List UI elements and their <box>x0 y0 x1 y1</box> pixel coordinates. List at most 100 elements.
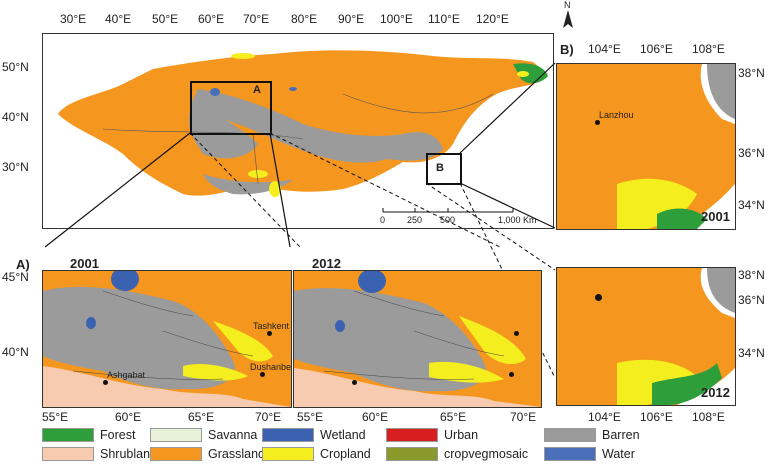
north-arrow: N <box>560 0 576 28</box>
legend-label: Urban <box>444 428 479 442</box>
legend-label: Shrubland <box>100 447 157 461</box>
dushanbe-marker <box>260 372 265 377</box>
a-2012-lon-tick-3: 70°E <box>510 410 537 424</box>
tashkent-marker-2012 <box>514 331 519 336</box>
panel-b-year-2001: 2001 <box>701 209 730 224</box>
scale-label-1000: 1,000 Km <box>498 215 537 225</box>
a-2012-lon-tick-1: 60°E <box>362 410 389 424</box>
b-top-lon-tick-1: 106°E <box>640 42 673 56</box>
panel-b-2012-map: 2012 <box>556 267 736 406</box>
tashkent-label: Tashkent <box>253 321 290 331</box>
ashgabat-marker-2012 <box>352 380 357 385</box>
lon-tick-3: 60°E <box>198 12 225 26</box>
tashkent-marker <box>267 331 272 336</box>
lanzhou-marker-2001 <box>595 120 600 125</box>
b-bottom-lon-tick-2: 108°E <box>692 410 725 424</box>
b-bottom-lon-tick-1: 106°E <box>640 410 673 424</box>
lat-tick-2: 30°N <box>2 160 29 174</box>
legend-swatch <box>42 447 94 461</box>
panel-b-2001-map: Lanzhou 2001 <box>556 63 736 230</box>
legend-label: Forest <box>100 428 136 442</box>
legend-label: Savanna <box>208 428 258 442</box>
legend-label: Cropland <box>320 447 371 461</box>
legend-item-grassland: Grassland <box>150 447 265 461</box>
land-cover-legend: Forest Savanna Wetland Urban Barren Shrubland… <box>42 428 772 464</box>
panel-b-2001-canvas <box>557 64 735 229</box>
lon-tick-7: 100°E <box>380 12 413 26</box>
box-a-label: A <box>253 84 261 96</box>
panel-a-label: A) <box>16 257 30 272</box>
a-2012-lon-tick-0: 55°E <box>297 410 324 424</box>
panel-a-2001-map: Tashkent Dushanbe Ashgabat <box>42 270 292 408</box>
legend-swatch <box>544 447 596 461</box>
main-map-canvas <box>58 50 548 213</box>
scale-label-250: 250 <box>407 215 423 225</box>
legend-label: Water <box>602 447 635 461</box>
panel-a-2012-canvas <box>294 271 541 407</box>
legend-label: Wetland <box>320 428 366 442</box>
lon-tick-8: 110°E <box>428 12 460 26</box>
lon-tick-0: 30°E <box>60 12 87 26</box>
legend-item-cropvegmosaic: cropvegmosaic <box>386 447 528 461</box>
legend-label: cropvegmosaic <box>444 447 529 461</box>
lon-tick-2: 50°E <box>152 12 179 26</box>
dushanbe-marker-2012 <box>509 372 514 377</box>
box-b-label: B <box>436 162 444 174</box>
lon-tick-4: 70°E <box>243 12 270 26</box>
panel-b-label: B) <box>560 42 574 57</box>
lon-tick-6: 90°E <box>338 12 365 26</box>
legend-item-barren: Barren <box>544 428 640 442</box>
legend-item-urban: Urban <box>386 428 478 442</box>
a-2001-lon-tick-2: 65°E <box>188 410 215 424</box>
legend-item-wetland: Wetland <box>262 428 366 442</box>
b-top-lon-tick-0: 104°E <box>588 42 621 56</box>
legend-swatch <box>150 447 202 461</box>
ashgabat-marker <box>103 380 108 385</box>
a-lat-tick-1: 40°N <box>2 345 29 359</box>
a-lat-tick-0: 45°N <box>2 270 29 284</box>
dushanbe-label: Dushanbe <box>250 362 292 372</box>
a-2001-lon-tick-0: 55°E <box>42 410 69 424</box>
legend-swatch <box>262 447 314 461</box>
panel-a-2001-canvas <box>43 271 291 407</box>
panel-b-2012-canvas <box>557 268 735 405</box>
b-2012-lat-tick-1: 36°N <box>738 293 765 307</box>
lanzhou-marker-2012 <box>595 294 602 301</box>
panel-b-year-2012: 2012 <box>701 385 730 400</box>
legend-label: Grassland <box>208 447 265 461</box>
a-2012-lon-tick-2: 65°E <box>440 410 467 424</box>
legend-swatch <box>386 428 438 442</box>
panel-a-year-2001: 2001 <box>70 256 99 271</box>
b-2012-lat-tick-0: 38°N <box>738 268 765 282</box>
lon-tick-9: 120°E <box>476 12 509 26</box>
lon-tick-1: 40°E <box>105 12 132 26</box>
panel-a-2012-map <box>293 270 542 408</box>
b-2001-lat-tick-2: 34°N <box>738 198 765 212</box>
region-grassland <box>58 50 548 196</box>
scale-label-0: 0 <box>380 215 386 225</box>
legend-swatch <box>150 428 202 442</box>
lon-tick-5: 80°E <box>291 12 318 26</box>
main-map: A B 0 250 500 1,000 Km <box>42 33 554 229</box>
scale-bar <box>382 208 514 213</box>
legend-swatch <box>386 447 438 461</box>
legend-item-water: Water <box>544 447 635 461</box>
legend-swatch <box>42 428 94 442</box>
legend-item-savanna: Savanna <box>150 428 257 442</box>
legend-item-shrubland: Shrubland <box>42 447 157 461</box>
b-2001-lat-tick-1: 36°N <box>738 146 765 160</box>
scale-label-500: 500 <box>440 215 456 225</box>
b-2001-lat-tick-0: 38°N <box>738 66 765 80</box>
lat-tick-0: 50°N <box>2 60 29 74</box>
legend-swatch <box>544 428 596 442</box>
legend-item-cropland: Cropland <box>262 447 371 461</box>
ashgabat-label: Ashgabat <box>107 370 146 380</box>
b-bottom-lon-tick-0: 104°E <box>588 410 621 424</box>
legend-swatch <box>262 428 314 442</box>
b-top-lon-tick-2: 108°E <box>692 42 725 56</box>
a-2001-lon-tick-3: 70°E <box>255 410 282 424</box>
legend-item-forest: Forest <box>42 428 135 442</box>
panel-a-year-2012: 2012 <box>312 256 341 271</box>
lat-tick-1: 40°N <box>2 110 29 124</box>
a-2001-lon-tick-1: 60°E <box>115 410 142 424</box>
